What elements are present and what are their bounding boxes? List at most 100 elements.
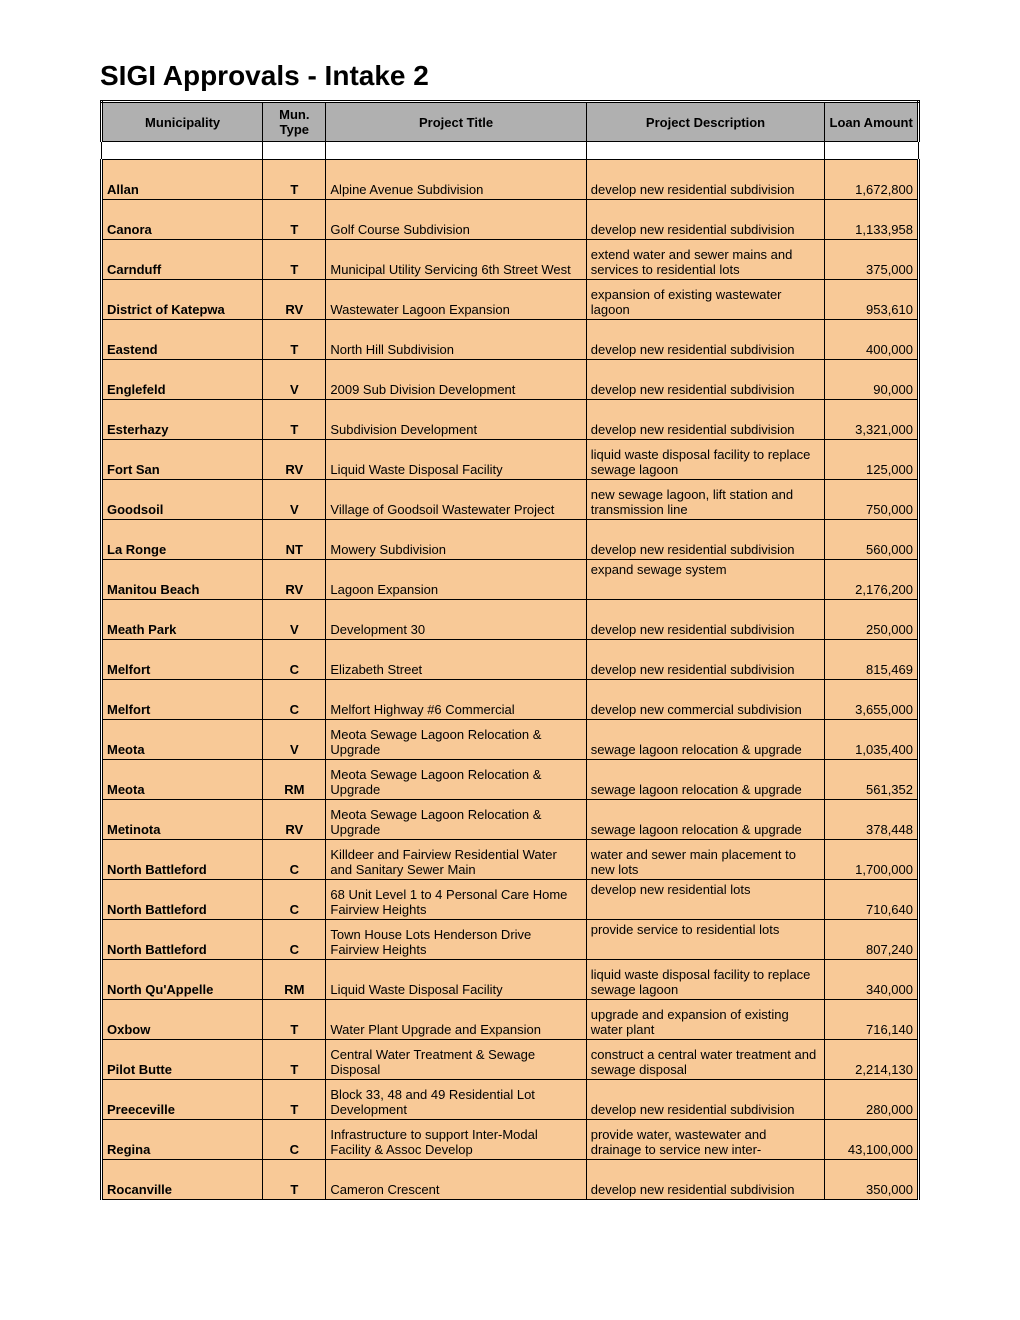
table-row: EastendTNorth Hill Subdivisiondevelop ne…	[102, 320, 919, 360]
cell-loan-amount: 1,035,400	[825, 720, 919, 760]
cell-loan-amount: 90,000	[825, 360, 919, 400]
table-row: MelfortCElizabeth Streetdevelop new resi…	[102, 640, 919, 680]
cell-municipality: Regina	[102, 1120, 263, 1160]
cell-project-desc: new sewage lagoon, lift station and tran…	[586, 480, 825, 520]
cell-project-desc: develop new residential subdivision	[586, 160, 825, 200]
cell-project-title: Cameron Crescent	[326, 1160, 586, 1200]
cell-project-desc: sewage lagoon relocation & upgrade	[586, 800, 825, 840]
cell-project-title: Elizabeth Street	[326, 640, 586, 680]
cell-loan-amount: 750,000	[825, 480, 919, 520]
col-municipality: Municipality	[102, 102, 263, 142]
cell-municipality: Manitou Beach	[102, 560, 263, 600]
cell-project-title: North Hill Subdivision	[326, 320, 586, 360]
table-row: La RongeNTMowery Subdivisiondevelop new …	[102, 520, 919, 560]
cell-muntype: T	[263, 200, 326, 240]
cell-project-desc: develop new residential subdivision	[586, 320, 825, 360]
cell-project-title: Mowery Subdivision	[326, 520, 586, 560]
cell-muntype: C	[263, 680, 326, 720]
cell-municipality: Pilot Butte	[102, 1040, 263, 1080]
cell-project-desc: upgrade and expansion of existing water …	[586, 1000, 825, 1040]
cell-muntype: T	[263, 400, 326, 440]
cell-municipality: Rocanville	[102, 1160, 263, 1200]
cell-municipality: Meath Park	[102, 600, 263, 640]
cell-muntype: T	[263, 320, 326, 360]
cell-muntype: V	[263, 600, 326, 640]
cell-muntype: RV	[263, 440, 326, 480]
table-row: Fort SanRVLiquid Waste Disposal Facility…	[102, 440, 919, 480]
cell-project-title: Meota Sewage Lagoon Relocation & Upgrade	[326, 800, 586, 840]
col-project-desc: Project Description	[586, 102, 825, 142]
cell-loan-amount: 561,352	[825, 760, 919, 800]
table-row: North BattlefordCTown House Lots Henders…	[102, 920, 919, 960]
cell-municipality: Carnduff	[102, 240, 263, 280]
cell-project-desc: expansion of existing wastewater lagoon	[586, 280, 825, 320]
table-row: EsterhazyTSubdivision Developmentdevelop…	[102, 400, 919, 440]
cell-project-desc: liquid waste disposal facility to replac…	[586, 440, 825, 480]
table-row: AllanTAlpine Avenue Subdivisiondevelop n…	[102, 160, 919, 200]
cell-loan-amount: 953,610	[825, 280, 919, 320]
cell-project-desc: liquid waste disposal facility to replac…	[586, 960, 825, 1000]
cell-muntype: NT	[263, 520, 326, 560]
cell-project-title: 2009 Sub Division Development	[326, 360, 586, 400]
table-row: RocanvilleTCameron Crescentdevelop new r…	[102, 1160, 919, 1200]
cell-project-desc: extend water and sewer mains and service…	[586, 240, 825, 280]
cell-loan-amount: 1,133,958	[825, 200, 919, 240]
cell-loan-amount: 125,000	[825, 440, 919, 480]
cell-project-title: Village of Goodsoil Wastewater Project	[326, 480, 586, 520]
col-project-title: Project Title	[326, 102, 586, 142]
cell-project-title: Golf Course Subdivision	[326, 200, 586, 240]
cell-loan-amount: 280,000	[825, 1080, 919, 1120]
cell-project-desc: construct a central water treatment and …	[586, 1040, 825, 1080]
approvals-table: Municipality Mun. Type Project Title Pro…	[100, 100, 920, 1200]
cell-muntype: T	[263, 1040, 326, 1080]
cell-municipality: North Qu'Appelle	[102, 960, 263, 1000]
cell-loan-amount: 710,640	[825, 880, 919, 920]
cell-project-desc: develop new commercial subdivision	[586, 680, 825, 720]
cell-municipality: Esterhazy	[102, 400, 263, 440]
cell-municipality: Metinota	[102, 800, 263, 840]
cell-muntype: V	[263, 480, 326, 520]
cell-project-title: Liquid Waste Disposal Facility	[326, 440, 586, 480]
table-row: GoodsoilVVillage of Goodsoil Wastewater …	[102, 480, 919, 520]
cell-project-title: Melfort Highway #6 Commercial	[326, 680, 586, 720]
table-row: PreecevilleTBlock 33, 48 and 49 Resident…	[102, 1080, 919, 1120]
table-body: AllanTAlpine Avenue Subdivisiondevelop n…	[102, 142, 919, 1200]
cell-municipality: North Battleford	[102, 840, 263, 880]
cell-project-title: Liquid Waste Disposal Facility	[326, 960, 586, 1000]
cell-municipality: Goodsoil	[102, 480, 263, 520]
cell-municipality: District of Katepwa	[102, 280, 263, 320]
cell-project-desc: sewage lagoon relocation & upgrade	[586, 760, 825, 800]
table-row: MeotaRMMeota Sewage Lagoon Relocation & …	[102, 760, 919, 800]
cell-loan-amount: 350,000	[825, 1160, 919, 1200]
cell-municipality: Oxbow	[102, 1000, 263, 1040]
cell-project-title: Meota Sewage Lagoon Relocation & Upgrade	[326, 760, 586, 800]
cell-loan-amount: 1,672,800	[825, 160, 919, 200]
page-title: SIGI Approvals - Intake 2	[100, 60, 920, 92]
cell-project-desc: water and sewer main placement to new lo…	[586, 840, 825, 880]
cell-municipality: Allan	[102, 160, 263, 200]
cell-loan-amount: 43,100,000	[825, 1120, 919, 1160]
table-header-row: Municipality Mun. Type Project Title Pro…	[102, 102, 919, 142]
cell-municipality: Melfort	[102, 680, 263, 720]
cell-loan-amount: 3,321,000	[825, 400, 919, 440]
cell-loan-amount: 250,000	[825, 600, 919, 640]
cell-project-desc: develop new residential subdivision	[586, 400, 825, 440]
cell-project-desc: develop new residential subdivision	[586, 520, 825, 560]
cell-muntype: RV	[263, 800, 326, 840]
cell-loan-amount: 400,000	[825, 320, 919, 360]
table-row: District of KatepwaRVWastewater Lagoon E…	[102, 280, 919, 320]
cell-project-desc: develop new residential subdivision	[586, 600, 825, 640]
cell-muntype: T	[263, 1080, 326, 1120]
cell-project-title: 68 Unit Level 1 to 4 Personal Care Home …	[326, 880, 586, 920]
cell-project-desc: develop new residential subdivision	[586, 640, 825, 680]
cell-project-title: Meota Sewage Lagoon Relocation & Upgrade	[326, 720, 586, 760]
cell-project-title: Infrastructure to support Inter-Modal Fa…	[326, 1120, 586, 1160]
cell-municipality: North Battleford	[102, 920, 263, 960]
table-row: North BattlefordCKilldeer and Fairview R…	[102, 840, 919, 880]
cell-municipality: Melfort	[102, 640, 263, 680]
cell-loan-amount: 2,176,200	[825, 560, 919, 600]
cell-project-title: Town House Lots Henderson Drive Fairview…	[326, 920, 586, 960]
cell-project-title: Central Water Treatment & Sewage Disposa…	[326, 1040, 586, 1080]
cell-project-title: Alpine Avenue Subdivision	[326, 160, 586, 200]
table-row: EnglefeldV2009 Sub Division Developmentd…	[102, 360, 919, 400]
